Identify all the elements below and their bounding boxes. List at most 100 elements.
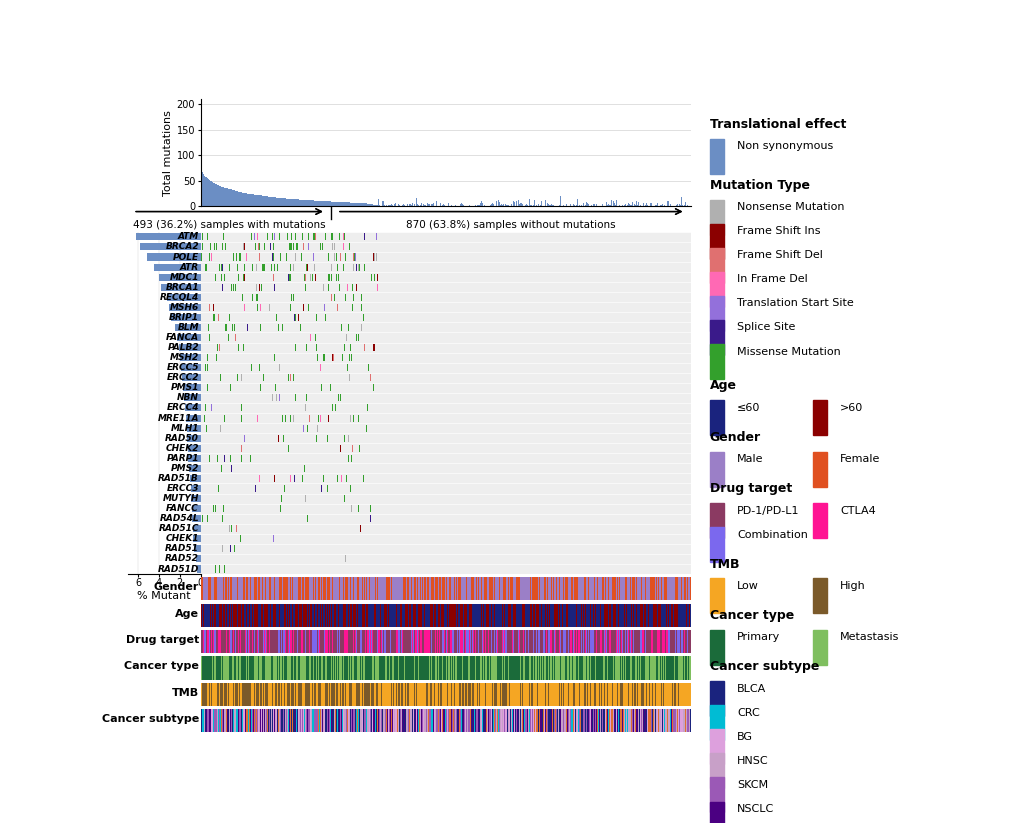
Bar xyxy=(201,354,690,361)
Text: ERCC2: ERCC2 xyxy=(166,374,199,382)
Bar xyxy=(709,272,723,307)
Text: 493 (36.2%) samples with mutations
in DDR genes: 493 (36.2%) samples with mutations in DD… xyxy=(132,221,325,242)
Text: CTLA4: CTLA4 xyxy=(840,505,875,515)
Text: Cancer subtype: Cancer subtype xyxy=(709,660,818,673)
Bar xyxy=(812,452,826,486)
Text: Missense Mutation: Missense Mutation xyxy=(737,346,840,356)
Text: BRIP1: BRIP1 xyxy=(169,313,199,322)
Bar xyxy=(201,454,690,463)
Bar xyxy=(176,334,201,341)
Bar xyxy=(201,263,690,271)
Bar xyxy=(192,505,201,512)
Bar xyxy=(812,401,826,435)
Bar xyxy=(709,224,723,258)
Bar xyxy=(201,293,690,301)
Text: CHEK1: CHEK1 xyxy=(165,534,199,543)
Text: BLM: BLM xyxy=(177,323,199,332)
Bar xyxy=(171,314,201,321)
Text: Drug target: Drug target xyxy=(709,482,792,495)
Text: RAD54L: RAD54L xyxy=(159,514,199,523)
Bar xyxy=(201,364,690,372)
Bar xyxy=(709,778,723,812)
Bar xyxy=(709,401,723,435)
Bar xyxy=(201,514,690,523)
Text: BRCA2: BRCA2 xyxy=(165,243,199,252)
Text: Age: Age xyxy=(175,609,199,619)
Text: >60: >60 xyxy=(840,403,863,413)
Bar xyxy=(201,435,690,442)
Text: PMS2: PMS2 xyxy=(170,464,199,473)
Bar xyxy=(201,304,690,311)
Bar xyxy=(709,295,723,331)
Text: Cancer type: Cancer type xyxy=(709,609,793,622)
Bar xyxy=(201,545,690,553)
Bar xyxy=(709,344,723,379)
Bar xyxy=(194,535,201,542)
Bar xyxy=(179,354,201,361)
Bar xyxy=(709,681,723,716)
Text: CHEK2: CHEK2 xyxy=(165,444,199,453)
Text: High: High xyxy=(840,581,865,591)
Bar xyxy=(201,414,690,422)
Bar xyxy=(136,234,201,240)
Bar xyxy=(178,344,201,351)
Bar xyxy=(186,425,201,431)
Bar xyxy=(197,565,201,573)
Text: ATR: ATR xyxy=(179,263,199,272)
Bar xyxy=(709,705,723,740)
Text: Cancer subtype: Cancer subtype xyxy=(102,714,199,724)
Bar xyxy=(201,495,690,503)
Bar xyxy=(193,515,201,523)
Text: MRE11A: MRE11A xyxy=(157,413,199,422)
Bar xyxy=(201,273,690,281)
Bar xyxy=(709,452,723,486)
Bar xyxy=(709,199,723,235)
Bar xyxy=(161,284,201,291)
Bar xyxy=(201,384,690,392)
Text: NBN: NBN xyxy=(177,393,199,402)
Bar xyxy=(191,475,201,482)
Bar xyxy=(154,263,201,271)
Bar xyxy=(169,304,201,311)
Text: MUTYH: MUTYH xyxy=(162,494,199,503)
Text: CRC: CRC xyxy=(737,708,759,718)
Bar xyxy=(187,444,201,452)
Bar xyxy=(709,579,723,613)
Bar xyxy=(185,415,201,421)
Text: ERCC3: ERCC3 xyxy=(166,484,199,493)
Text: MLH1: MLH1 xyxy=(170,424,199,433)
Bar xyxy=(201,314,690,322)
Text: Translational effect: Translational effect xyxy=(709,118,846,131)
Text: Nonsense Mutation: Nonsense Mutation xyxy=(737,202,844,212)
Bar xyxy=(191,485,201,492)
Bar xyxy=(140,244,201,250)
Text: ≤60: ≤60 xyxy=(737,403,760,413)
Text: In Frame Del: In Frame Del xyxy=(737,274,807,284)
Text: RAD51: RAD51 xyxy=(165,544,199,553)
Text: NSCLC: NSCLC xyxy=(737,804,773,814)
Bar xyxy=(709,139,723,174)
Text: MSH2: MSH2 xyxy=(169,353,199,362)
Bar xyxy=(201,565,690,573)
Bar xyxy=(189,455,201,462)
Bar xyxy=(812,630,826,665)
Bar xyxy=(201,474,690,482)
Bar xyxy=(194,546,201,552)
Text: Gender: Gender xyxy=(709,430,760,444)
Bar xyxy=(709,320,723,355)
Text: ATM: ATM xyxy=(177,232,199,241)
Text: PD-1/PD-L1: PD-1/PD-L1 xyxy=(737,505,799,515)
Text: Frame Shift Del: Frame Shift Del xyxy=(737,250,822,260)
Bar xyxy=(196,556,201,562)
Text: Combination: Combination xyxy=(737,530,807,540)
Bar xyxy=(182,384,201,392)
Text: RAD51B: RAD51B xyxy=(158,474,199,483)
Bar xyxy=(709,528,723,562)
Text: Primary: Primary xyxy=(737,632,780,642)
Bar xyxy=(201,424,690,432)
Bar xyxy=(812,579,826,613)
Text: RAD50: RAD50 xyxy=(165,434,199,443)
Text: FANCC: FANCC xyxy=(166,504,199,513)
Text: Female: Female xyxy=(840,454,879,464)
Bar xyxy=(709,753,723,788)
